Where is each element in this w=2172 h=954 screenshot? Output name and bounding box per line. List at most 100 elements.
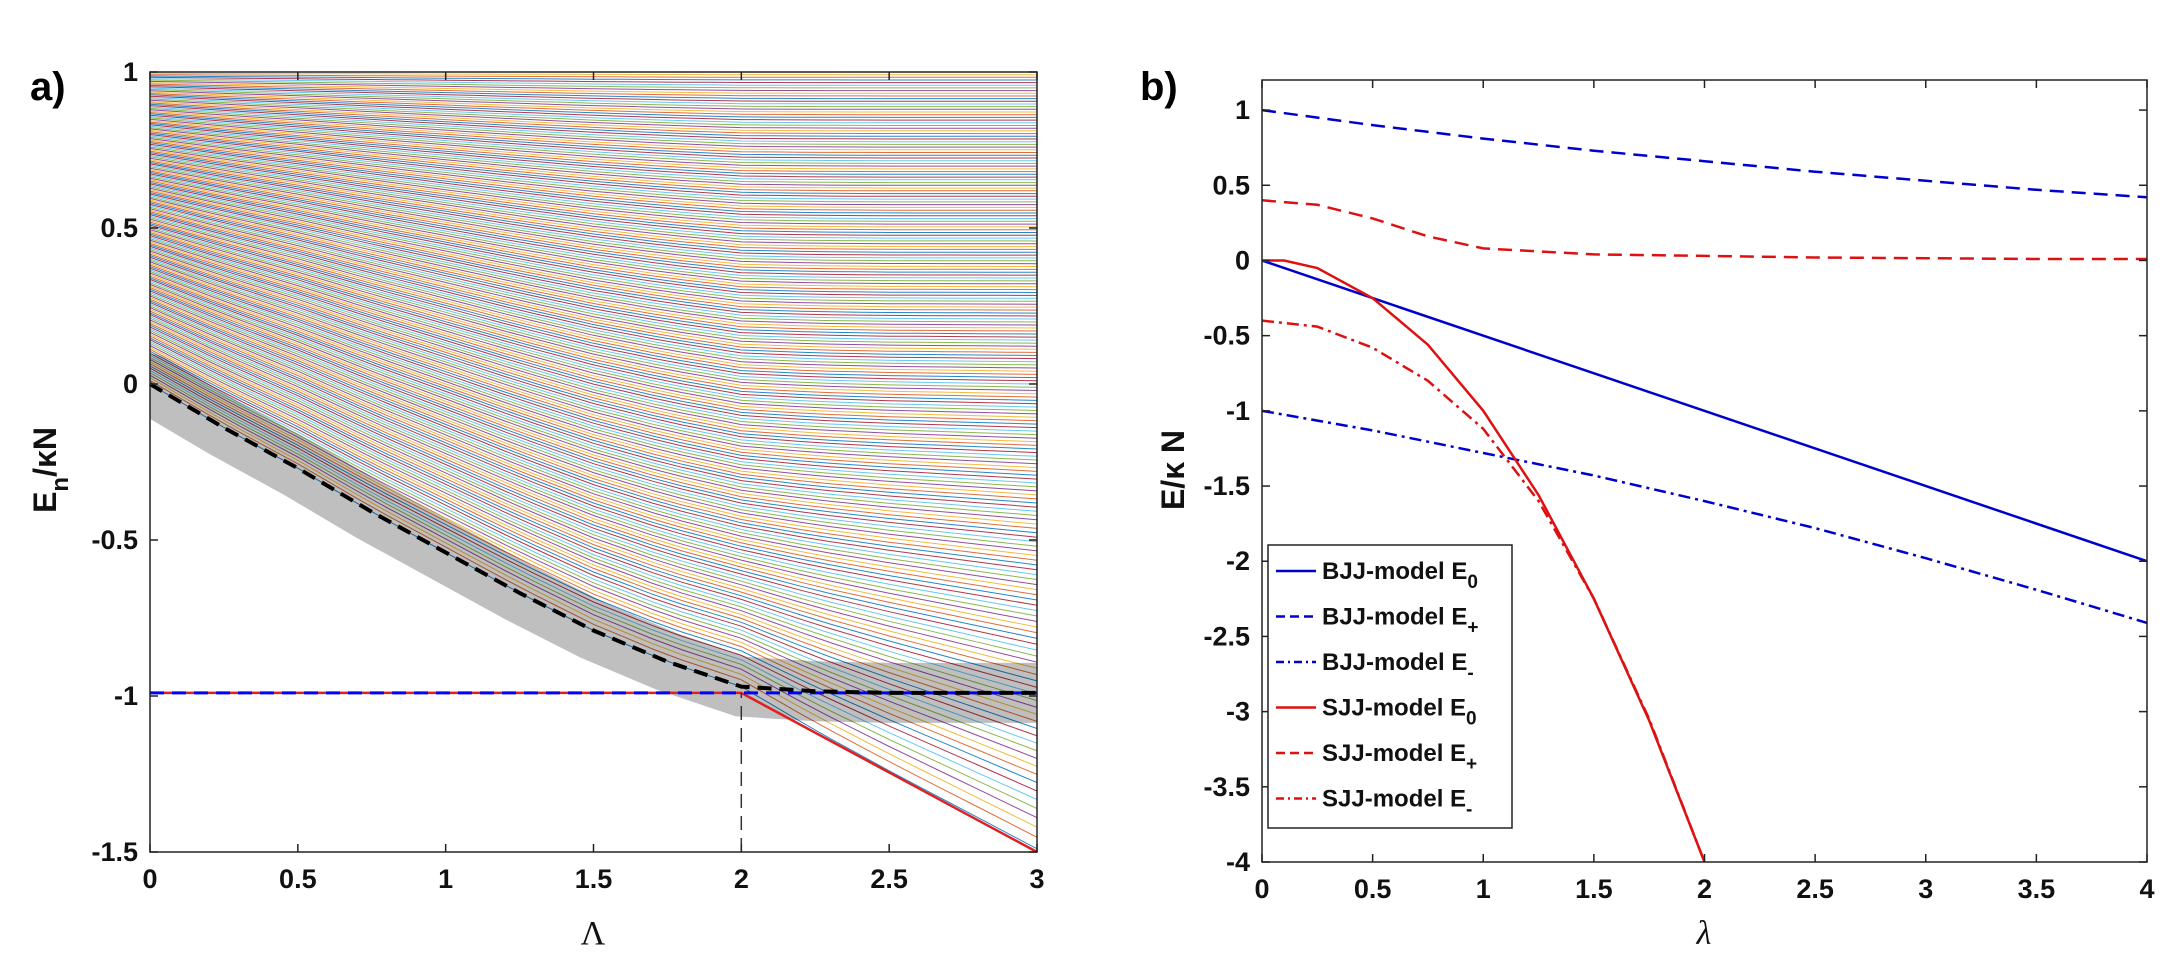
legend-label: SJJ-model E+: [1322, 740, 1477, 775]
y-tick-label: -1: [1226, 396, 1250, 426]
y-tick-label: -2: [1226, 546, 1250, 576]
spectrum-level: [150, 140, 1037, 211]
series-sjj-model-e-+: [1262, 199, 2147, 261]
spectrum-level: [150, 156, 1037, 242]
spectrum-level: [150, 352, 1037, 737]
spectrum-level: [150, 358, 1037, 759]
spectrum-level: [150, 369, 1037, 801]
spectrum-level: [150, 109, 1037, 148]
spectrum-level: [150, 230, 1037, 395]
spectrum-level: [150, 283, 1037, 521]
spectrum-level: [150, 208, 1037, 347]
spectrum-level: [150, 128, 1037, 186]
spectrum-level: [150, 330, 1037, 657]
spectrum-level: [150, 122, 1037, 175]
spectrum-level: [150, 235, 1037, 405]
y-tick-label: -3: [1226, 697, 1250, 727]
spectrum-level: [150, 363, 1037, 775]
y-tick-label: -1: [114, 681, 138, 711]
spectrum-level: [150, 118, 1037, 167]
legend-label: BJJ-model E+: [1322, 604, 1478, 639]
spectrum-level: [150, 263, 1037, 469]
spectrum-level: [150, 242, 1037, 422]
spectrum-level: [150, 98, 1037, 126]
x-tick-label: 0.5: [1354, 874, 1392, 904]
y-tick-label: 0: [123, 369, 138, 399]
spectrum-level: [150, 120, 1037, 170]
y-tick-label: -1.5: [1203, 471, 1250, 501]
spectrum-level: [150, 348, 1037, 722]
spectrum-level: [150, 211, 1037, 353]
x-tick-label: 4: [2139, 874, 2154, 904]
spectrum-level: [150, 159, 1037, 248]
spectrum-level: [150, 190, 1037, 311]
spectrum-level: [150, 297, 1037, 556]
spectrum-level: [150, 267, 1037, 480]
spectrum-level: [150, 280, 1037, 512]
series-ground-state-mean-field: [148, 382, 1037, 695]
panel-b: b) 0 0.5 1 1.5 2 2.5 3 3.5 4 -4-3.5-3-2.5-2-1.5-…: [1140, 65, 2155, 952]
spectrum-level: [150, 282, 1037, 516]
svg-text:En/κN: En/κN: [27, 427, 74, 513]
spectrum-level: [150, 305, 1037, 581]
panel-b-x-label: λ: [1696, 915, 1712, 952]
y-tick-label: 0.5: [100, 213, 138, 243]
spectrum-level: [150, 142, 1037, 214]
spectrum-level: [150, 307, 1037, 586]
spectrum-level: [150, 290, 1037, 538]
spectrum-level: [150, 114, 1037, 159]
x-tick-label: 3: [1918, 874, 1933, 904]
spectrum-level: [150, 278, 1037, 508]
y-tick-label: -3.5: [1203, 772, 1250, 802]
spectrum-level: [150, 321, 1037, 628]
spectrum-level: [150, 154, 1037, 239]
spectrum-level: [150, 186, 1037, 302]
spectrum-level: [150, 367, 1037, 792]
y-tick-label: 1: [1235, 95, 1250, 125]
x-tick-label: 2: [1697, 874, 1712, 904]
spectrum-level: [150, 167, 1037, 265]
panel-a-y-ticks: -1.5 -1 -0.5 0 0.5 1: [91, 57, 1037, 867]
spectrum-level: [150, 335, 1037, 676]
spectrum-level: [150, 84, 1037, 100]
spectrum-level: [150, 346, 1037, 715]
y-tick-label: -2.5: [1203, 621, 1250, 651]
spectrum-level: [150, 261, 1037, 465]
spectrum-level: [150, 341, 1037, 695]
spectrum-level: [150, 224, 1037, 382]
spectrum-level: [150, 272, 1037, 492]
spectrum-level: [150, 310, 1037, 596]
spectrum-level: [150, 337, 1037, 682]
spectrum-level: [150, 356, 1037, 752]
spectrum-level: [150, 238, 1037, 411]
x-tick-label: 1: [1476, 874, 1491, 904]
spectrum-level: [150, 134, 1037, 197]
spectrum-level: [150, 180, 1037, 291]
spectrum-level: [150, 345, 1037, 708]
spectrum-level: [150, 270, 1037, 488]
x-tick-label: 0.5: [279, 864, 317, 894]
spectrum-level: [150, 99, 1037, 129]
y-tick-label: -4: [1226, 847, 1250, 877]
energy-spectrum: [150, 72, 1037, 850]
spectrum-level: [150, 163, 1037, 256]
y-tick-label: 0: [1235, 245, 1250, 275]
spectrum-level: [150, 241, 1037, 418]
spectrum-level: [150, 255, 1037, 450]
spectrum-level: [150, 214, 1037, 360]
spectrum-level: [150, 86, 1037, 102]
spectrum-level: [150, 91, 1037, 113]
spectrum-level: [150, 88, 1037, 108]
spectrum-level: [150, 187, 1037, 305]
spectrum-level: [150, 196, 1037, 323]
spectrum-level: [150, 288, 1037, 534]
spectrum-level: [150, 256, 1037, 454]
spectrum-level: [150, 164, 1037, 259]
spectrum-level: [150, 157, 1037, 245]
x-tick-label: 2.5: [870, 864, 908, 894]
spectrum-level: [150, 78, 1037, 86]
spectrum-level: [150, 380, 1037, 838]
spectrum-level: [150, 239, 1037, 415]
spectrum-level: [150, 189, 1037, 308]
series-bjj-model-e--: [1262, 409, 2147, 625]
